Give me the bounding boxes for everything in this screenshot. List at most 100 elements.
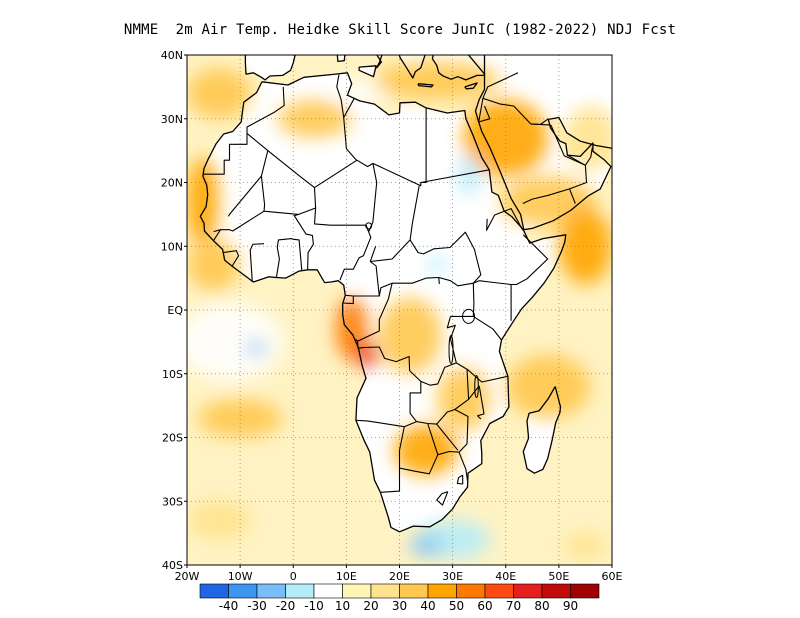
skill-patch (410, 536, 442, 556)
country-border (584, 147, 593, 166)
europe-landmass (245, 55, 296, 80)
colorbar-label: 90 (563, 599, 578, 613)
country-border (355, 283, 393, 342)
coastline (376, 55, 486, 81)
country-border (449, 338, 509, 383)
lon-tick-label: 20W (175, 570, 200, 583)
skill-patch (394, 424, 458, 476)
colorbar-swatch (456, 583, 486, 599)
coastline (199, 72, 567, 533)
colorbar-label: 30 (392, 599, 407, 613)
political-borders (199, 55, 612, 533)
country-border (486, 208, 524, 231)
colorbar-label: 50 (449, 599, 464, 613)
skill-shading-layer (187, 61, 612, 559)
lat-tick-label: 20S (162, 432, 183, 445)
colorbar-label: -40 (219, 599, 239, 613)
colorbar-swatch (570, 583, 600, 599)
skill-patch (187, 157, 219, 247)
skill-patch (330, 80, 384, 106)
country-border (420, 362, 457, 386)
skill-patch (457, 157, 480, 196)
country-border (409, 231, 482, 284)
lon-tick-label: 50E (548, 570, 569, 583)
lon-tick-label: 30E (442, 570, 463, 583)
skill-patch (564, 106, 612, 170)
plot-area (187, 55, 612, 565)
skill-patch (245, 341, 267, 355)
lon-tick-label: 10W (228, 570, 253, 583)
lon-tick-label: 10E (336, 570, 357, 583)
skill-patch (197, 399, 283, 438)
colorbar-swatch (199, 583, 229, 599)
country-border (420, 169, 490, 184)
country-border (436, 423, 459, 451)
skill-patch (187, 303, 283, 381)
lon-tick-label: 0 (290, 570, 297, 583)
country-border (213, 210, 265, 233)
coastline (522, 386, 562, 474)
country-border (477, 385, 485, 420)
country-border (398, 426, 405, 451)
skill-patch (378, 297, 442, 374)
country-border (567, 154, 586, 166)
sardinia-landmass (337, 55, 345, 62)
lon-tick-label: 60E (602, 570, 623, 583)
country-border (293, 213, 314, 270)
skill-patch (187, 501, 251, 540)
colorbar-swatch (285, 583, 315, 599)
lon-tick-label: 20E (389, 570, 410, 583)
lat-tick-label: 30N (161, 113, 183, 126)
country-border (568, 188, 576, 204)
lake-malawi (474, 375, 479, 398)
country-border (530, 118, 549, 126)
lake-victoria (462, 308, 476, 324)
colorbar-label: 20 (363, 599, 378, 613)
country-border (355, 341, 422, 428)
coastline (244, 55, 296, 81)
skill-patch (277, 99, 352, 138)
lat-tick-label: 10S (162, 368, 183, 381)
lat-tick-label: 40N (161, 49, 183, 62)
colorbar-swatch (313, 583, 343, 599)
colorbar-swatch (256, 583, 286, 599)
country-border (456, 474, 464, 485)
coastline (336, 55, 346, 63)
country-border (342, 296, 354, 305)
colorbar-swatch (427, 583, 457, 599)
country-border (522, 124, 588, 204)
lat-tick-label: EQ (167, 304, 183, 317)
skill-patch (505, 354, 591, 419)
colorbar-label: 10 (335, 599, 350, 613)
skill-patch (187, 239, 241, 291)
country-border (336, 74, 427, 187)
colorbar-swatch (399, 583, 429, 599)
country-border (478, 105, 491, 123)
country-border (223, 250, 240, 267)
lat-tick-label: 20N (161, 177, 183, 190)
map-title: NMME 2m Air Temp. Heidke Skill Score Jun… (123, 22, 677, 38)
colorbar-swatch (513, 583, 543, 599)
colorbar-label: 80 (534, 599, 549, 613)
country-border (466, 369, 470, 400)
skill-patch (372, 61, 501, 100)
coastline (358, 65, 377, 78)
colorbar-swatch (342, 583, 372, 599)
country-border (213, 229, 221, 241)
lon-tick-label: 40E (495, 570, 516, 583)
country-border (399, 450, 469, 481)
coastline (464, 82, 478, 90)
skill-patch (187, 67, 251, 119)
country-border (314, 159, 358, 189)
colorbar-label: -20 (276, 599, 296, 613)
colorbar-swatch (370, 583, 400, 599)
lat-tick-label: 10N (161, 240, 183, 253)
colorbar-label: 40 (420, 599, 435, 613)
skill-patch (558, 208, 612, 285)
skill-patch (436, 367, 490, 432)
colorbar-swatch (484, 583, 514, 599)
country-border (246, 132, 317, 215)
country-border (339, 224, 372, 281)
